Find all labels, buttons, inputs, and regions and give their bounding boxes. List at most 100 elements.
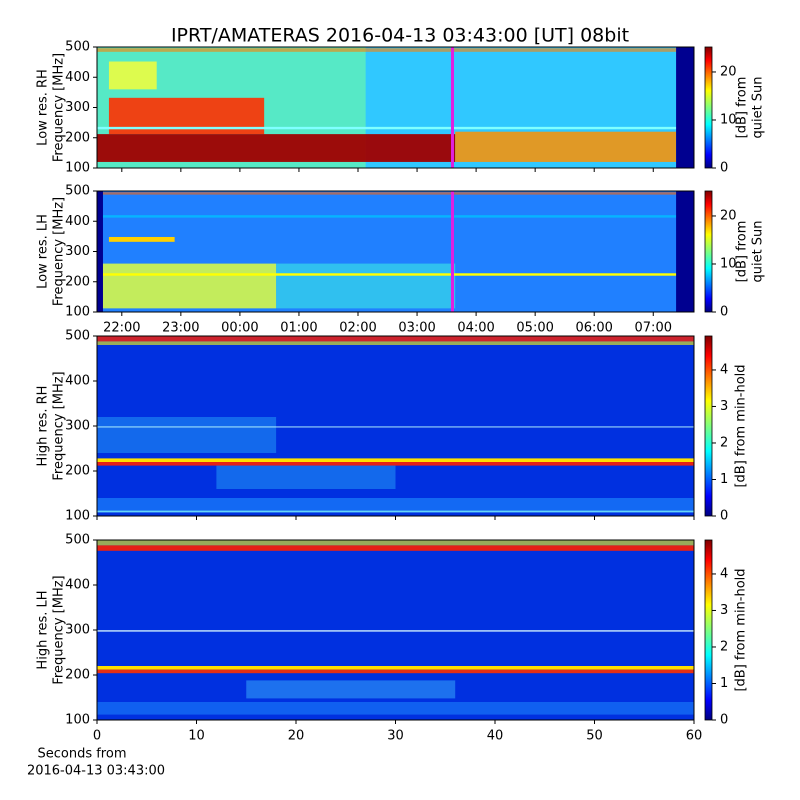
y-tick-label: 200 <box>65 668 90 683</box>
heatmap-texture <box>97 545 694 551</box>
colorbar-tick-label: 20 <box>720 208 737 223</box>
colorbar-tick-label: 3 <box>720 399 728 414</box>
heatmap-texture <box>97 126 694 130</box>
heatmap-texture <box>97 462 694 466</box>
colorbar-label: quiet Sun <box>751 76 766 138</box>
x-axis-label: Seconds from <box>37 747 126 762</box>
x-tick-label: 23:00 <box>162 321 199 336</box>
heatmap-texture <box>108 61 157 90</box>
heatmap-texture <box>97 263 277 309</box>
heatmap-texture <box>97 134 456 162</box>
y-tick-label: 200 <box>65 464 90 479</box>
y-tick-label: 400 <box>65 70 90 85</box>
y-tick-label: 200 <box>65 130 90 145</box>
y-tick-label: 100 <box>65 305 90 320</box>
colorbar-label: [dB] from <box>735 221 750 283</box>
y-tick-label: 300 <box>65 244 90 259</box>
heatmap <box>97 191 694 312</box>
colorbar-tick-label: 2 <box>720 435 728 450</box>
y-axis-label: Frequency [MHz] <box>52 575 67 684</box>
x-tick-label: 30 <box>387 729 404 744</box>
y-tick-label: 100 <box>65 713 90 728</box>
heatmap <box>97 336 694 516</box>
title: IPRT/AMATERAS 2016-04-13 03:43:00 [UT] 0… <box>171 25 629 47</box>
x-tick-label: 03:00 <box>398 321 435 336</box>
y-tick-label: 400 <box>65 374 90 389</box>
x-tick-label: 50 <box>586 729 603 744</box>
heatmap <box>97 540 694 720</box>
x-tick-label: 22:00 <box>103 321 140 336</box>
colorbar <box>704 46 713 169</box>
x-tick-label: 04:00 <box>457 321 494 336</box>
colorbar-tick-label: 0 <box>720 713 728 728</box>
colorbar-tick-label: 2 <box>720 639 728 654</box>
x-tick-label: 60 <box>686 729 703 744</box>
heatmap-texture <box>97 273 694 276</box>
colorbar-tick-label: 10 <box>720 256 737 271</box>
heatmap-texture <box>97 702 694 715</box>
x-tick-label: 01:00 <box>280 321 317 336</box>
y-tick-label: 500 <box>65 184 90 199</box>
heatmap-texture <box>97 630 694 632</box>
y-tick-label: 200 <box>65 274 90 289</box>
colorbar-tick-label: 1 <box>720 676 728 691</box>
colorbar-tick-label: 10 <box>720 112 737 127</box>
heatmap-texture <box>97 540 694 546</box>
y-axis-label: Frequency [MHz] <box>52 197 67 306</box>
x-axis-label: 2016-04-13 03:43:00 <box>27 764 165 779</box>
colorbar <box>704 539 713 721</box>
colorbar-tick-label: 4 <box>720 362 728 377</box>
y-tick-label: 500 <box>65 40 90 55</box>
y-axis-label: Frequency [MHz] <box>52 371 67 480</box>
y-tick-label: 400 <box>65 578 90 593</box>
colorbar-tick-label: 0 <box>720 305 728 320</box>
colorbar-label: [dB] from min-hold <box>734 364 749 487</box>
x-tick-label: 05:00 <box>516 321 553 336</box>
heatmap-texture <box>97 498 694 511</box>
heatmap-texture <box>97 669 694 674</box>
heatmap-texture <box>97 191 103 312</box>
heatmap-texture <box>97 341 694 345</box>
heatmap-texture <box>216 465 396 489</box>
y-tick-label: 300 <box>65 419 90 434</box>
heatmap-texture <box>97 48 694 52</box>
heatmap-texture <box>676 191 694 312</box>
heatmap <box>97 47 694 168</box>
colorbar-tick-label: 4 <box>720 566 728 581</box>
y-tick-label: 400 <box>65 214 90 229</box>
colorbar-tick-label: 0 <box>720 161 728 176</box>
y-axis-label: High res. LH <box>36 590 51 669</box>
x-tick-label: 02:00 <box>339 321 376 336</box>
y-axis-label: Low res. RH <box>36 69 51 146</box>
y-tick-label: 300 <box>65 623 90 638</box>
x-tick-label: 00:00 <box>221 321 258 336</box>
heatmap-texture <box>97 417 277 453</box>
heatmap-texture <box>276 263 456 309</box>
heatmap-texture <box>97 510 694 513</box>
y-tick-label: 500 <box>65 533 90 548</box>
colorbar <box>704 335 713 517</box>
colorbar-label: [dB] from min-hold <box>734 568 749 691</box>
heatmap-texture <box>676 47 694 168</box>
colorbar-tick-label: 3 <box>720 603 728 618</box>
colorbar-tick-label: 1 <box>720 472 728 487</box>
colorbar-tick-label: 20 <box>720 64 737 79</box>
x-tick-label: 07:00 <box>635 321 672 336</box>
y-tick-label: 100 <box>65 509 90 524</box>
x-tick-label: 10 <box>188 729 205 744</box>
heatmap-texture <box>97 458 694 462</box>
heatmap-texture <box>97 192 694 195</box>
x-tick-label: 06:00 <box>575 321 612 336</box>
y-axis-label: Low res. LH <box>36 214 51 289</box>
colorbar <box>704 190 713 313</box>
y-tick-label: 300 <box>65 100 90 115</box>
x-tick-label: 20 <box>288 729 305 744</box>
heatmap-texture <box>108 236 175 242</box>
x-tick-label: 0 <box>93 729 101 744</box>
y-tick-label: 100 <box>65 161 90 176</box>
heatmap-texture <box>97 426 694 428</box>
y-axis-label: Frequency [MHz] <box>52 53 67 162</box>
x-tick-label: 40 <box>487 729 504 744</box>
heatmap-texture <box>455 131 677 162</box>
